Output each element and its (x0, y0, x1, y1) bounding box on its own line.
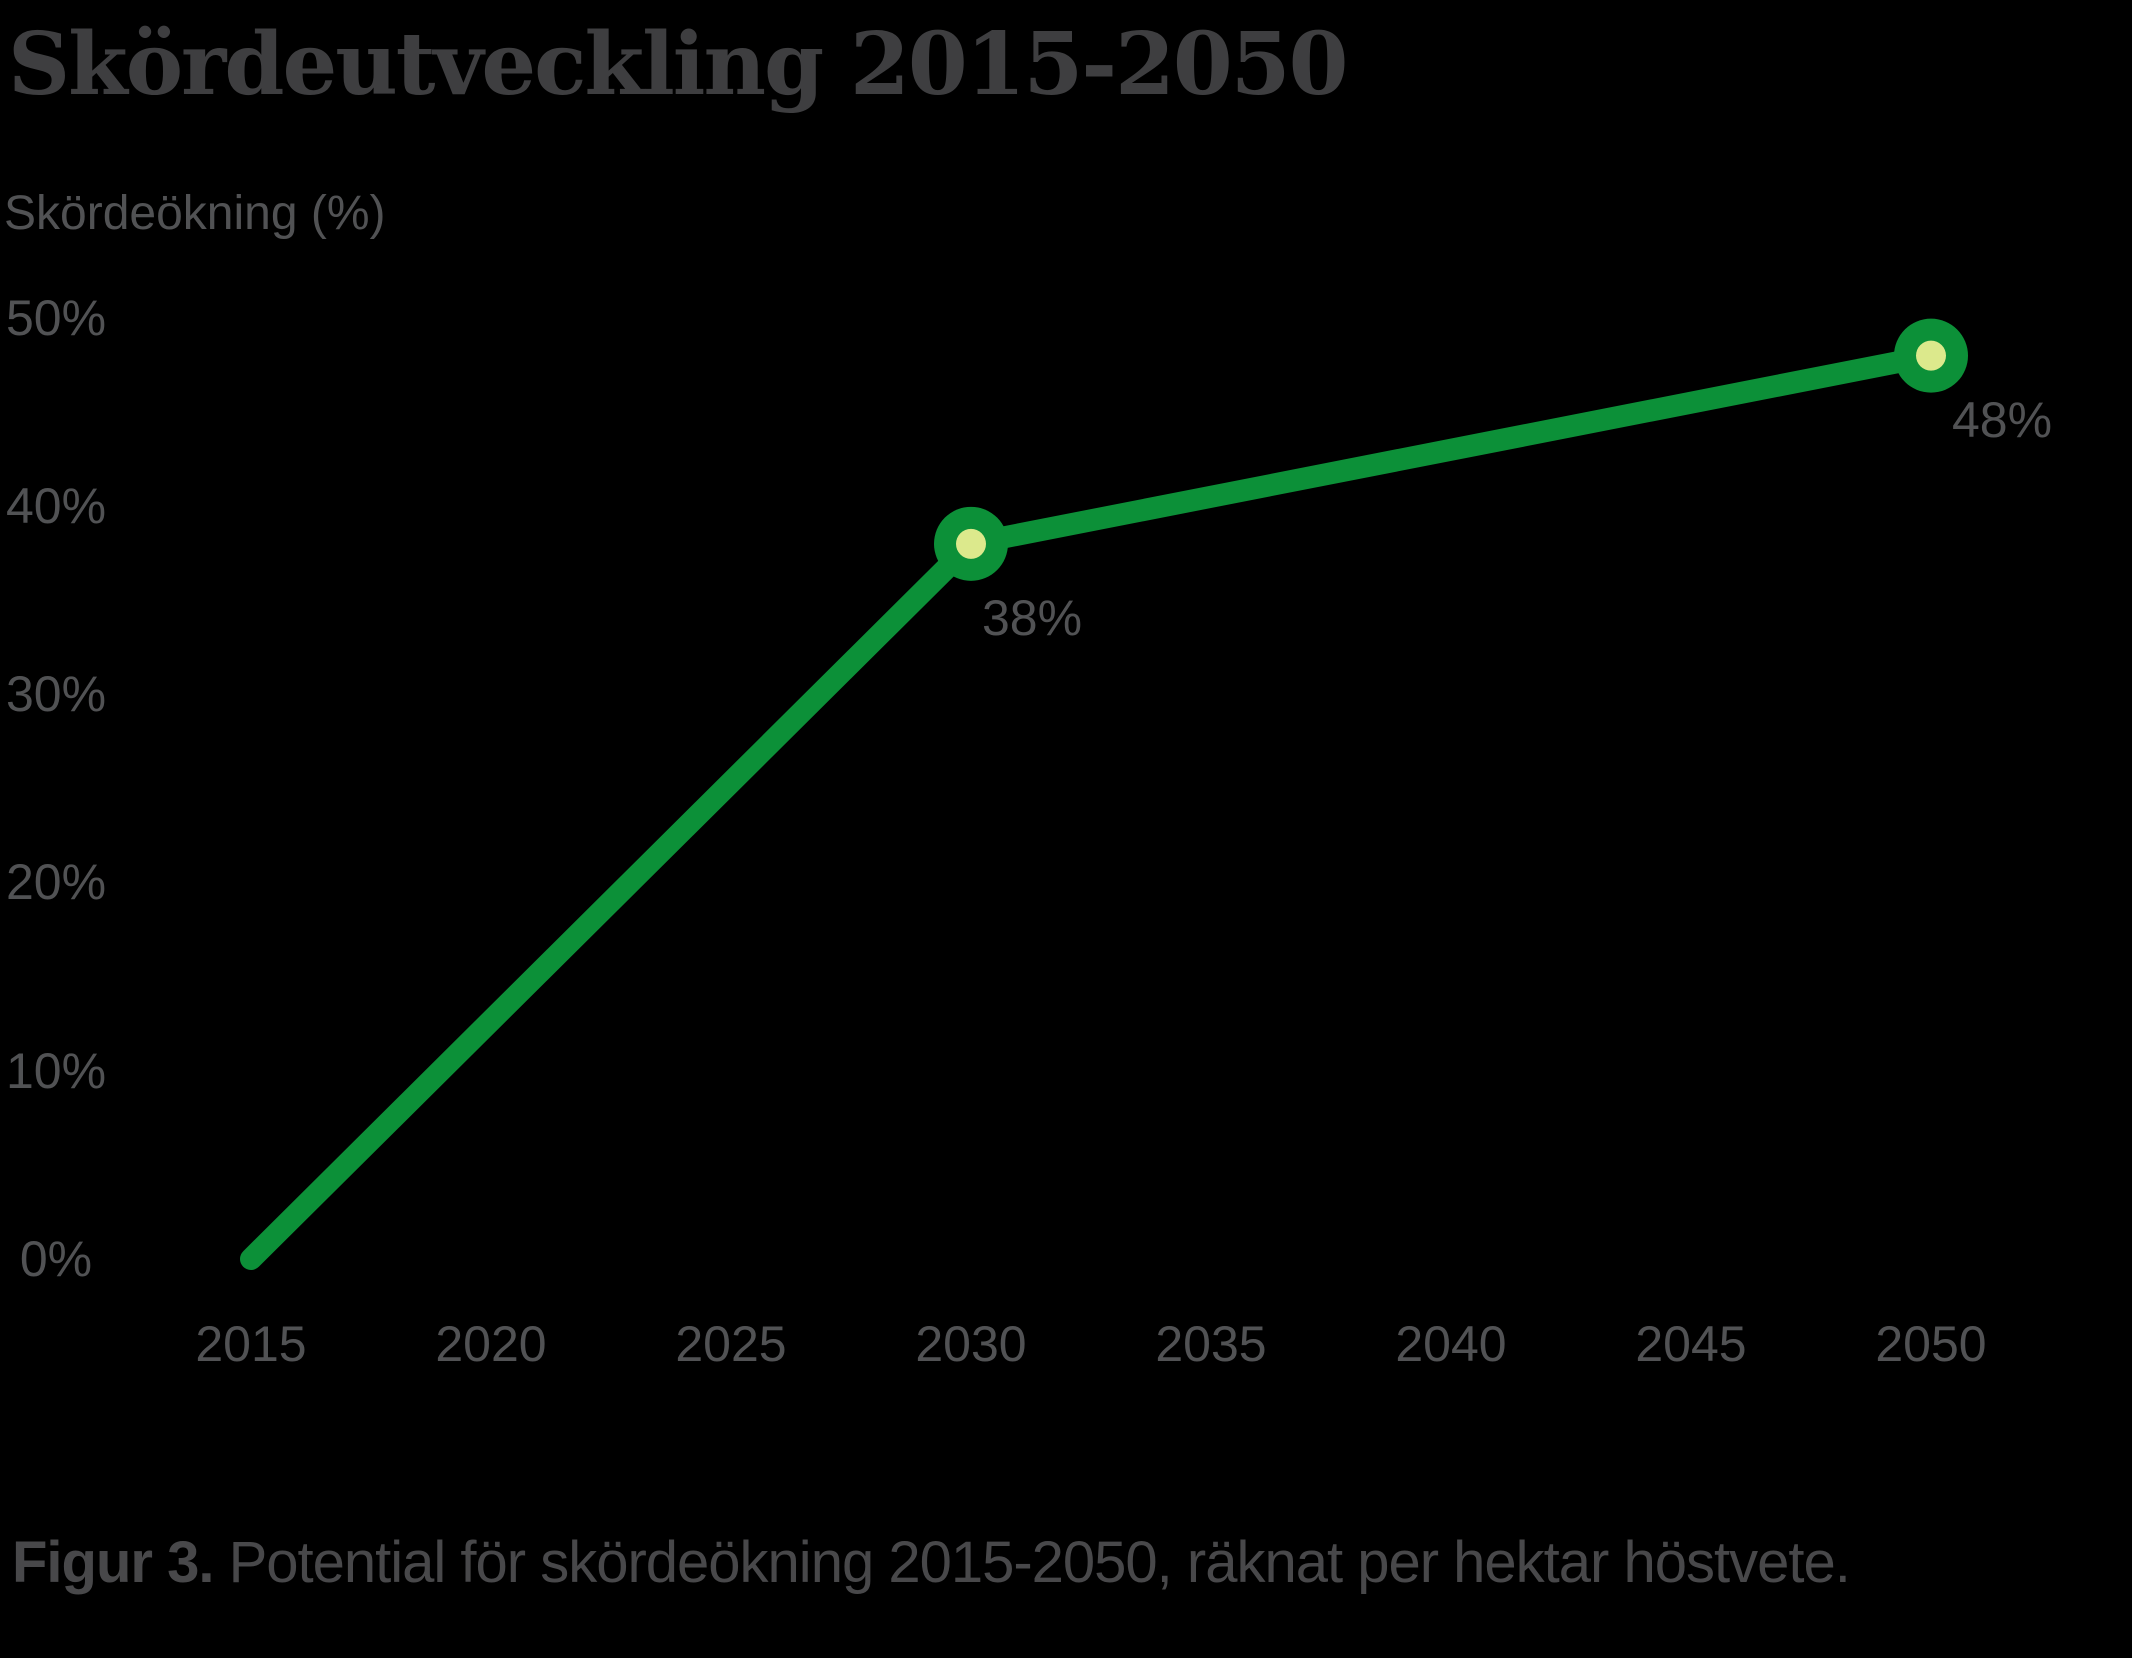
x-tick-2045: 2045 (1635, 1316, 1747, 1372)
point-label-2050: 48% (1951, 392, 2053, 448)
trend-line (240, 344, 1942, 1270)
figure-caption-text: Potential för skördeökning 2015-2050, rä… (228, 1530, 1851, 1595)
x-tick-2015: 2015 (195, 1316, 307, 1372)
x-tick-2025: 2025 (675, 1316, 787, 1372)
chart-title: Skördeutveckling 2015-2050 (8, 14, 1348, 115)
y-tick-10: 10% (5, 1043, 107, 1099)
data-point-marker-inner (956, 528, 986, 559)
x-tick-2050: 2050 (1875, 1316, 1987, 1372)
y-tick-20: 20% (5, 854, 107, 910)
y-tick-30: 30% (5, 666, 107, 722)
data-point-marker-inner (1916, 340, 1946, 371)
x-tick-2035: 2035 (1155, 1316, 1267, 1372)
y-axis-title: Skördeökning (%) (4, 187, 386, 240)
point-label-2030: 38% (981, 590, 1083, 646)
figure-caption-label: Figur 3. (12, 1530, 229, 1595)
x-tick-2040: 2040 (1395, 1316, 1507, 1372)
x-tick-2020: 2020 (435, 1316, 547, 1372)
y-tick-0: 0% (19, 1231, 93, 1287)
y-tick-50: 50% (5, 290, 107, 346)
x-tick-2030: 2030 (915, 1316, 1027, 1372)
y-tick-40: 40% (5, 478, 107, 534)
figure-caption: Figur 3. Potential för skördeökning 2015… (12, 1530, 1851, 1595)
